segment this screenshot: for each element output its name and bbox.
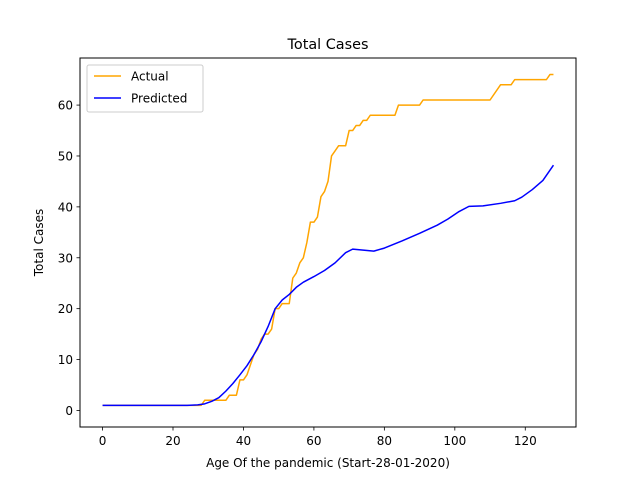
y-tick-label: 40 (58, 200, 73, 214)
plot-frame (79, 57, 577, 428)
legend: Actual Predicted (86, 64, 204, 113)
y-tick-label: 10 (58, 353, 73, 367)
y-axis-title: Total Cases (32, 209, 46, 277)
x-tick-label: 120 (514, 434, 537, 448)
x-tick-label: 0 (99, 434, 107, 448)
x-axis-title: Age Of the pandemic (Start-28-01-2020) (206, 456, 450, 470)
y-tick-label: 0 (65, 404, 73, 418)
y-tick-label: 20 (58, 302, 73, 316)
plot-background (80, 58, 576, 427)
y-tick-label: 30 (58, 251, 73, 265)
series-layer (102, 73, 555, 407)
series-line-actual (102, 73, 554, 407)
y-tick-label: 60 (58, 99, 73, 113)
x-tick-label: 20 (165, 434, 180, 448)
legend-label-predicted: Predicted (131, 92, 187, 106)
x-tick-label: 100 (443, 434, 466, 448)
x-axis: 0 20 40 60 80 100 120 (99, 427, 537, 448)
series-line-predicted (102, 164, 555, 407)
chart-title: Total Cases (287, 37, 369, 53)
x-tick-label: 60 (306, 434, 321, 448)
y-axis: 0 10 20 30 40 50 60 (58, 99, 80, 418)
x-tick-label: 80 (377, 434, 392, 448)
x-tick-label: 40 (236, 434, 251, 448)
legend-label-actual: Actual (131, 70, 169, 84)
y-tick-label: 50 (58, 149, 73, 163)
